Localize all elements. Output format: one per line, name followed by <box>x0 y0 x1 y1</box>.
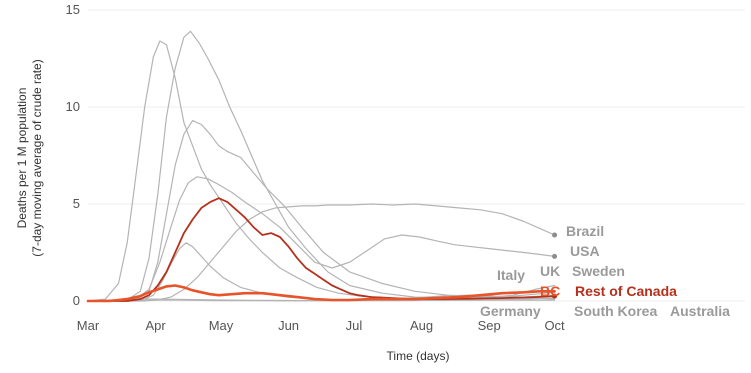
x-tick-label: Aug <box>410 318 433 333</box>
gridlines <box>88 9 745 302</box>
series-line-germany <box>87 242 556 302</box>
end-label-bc: BC <box>540 283 560 299</box>
series-line-usa <box>87 176 556 302</box>
series-line-sweden <box>87 119 556 302</box>
x-axis-ticks: Mar Apr May Jun Jul Aug Sep Oct <box>77 318 565 333</box>
end-point-brazil <box>552 232 558 238</box>
end-label-italy: Italy <box>497 267 525 283</box>
end-point-rest-of-canada <box>552 293 558 299</box>
y-axis-title-line-2: (7-day moving average of crude rate) <box>30 59 44 256</box>
x-tick-label: Jul <box>346 318 363 333</box>
y-tick-label: 10 <box>66 99 80 114</box>
end-point-usa <box>552 253 558 259</box>
end-label-usa: USA <box>570 243 600 259</box>
x-tick-label: Sep <box>478 318 501 333</box>
y-tick-label: 15 <box>66 2 80 17</box>
y-axis-ticks: 0 5 10 15 <box>66 2 80 308</box>
y-tick-label: 5 <box>73 196 80 211</box>
y-axis-title-line-1: Deaths per 1 M population <box>15 88 29 229</box>
end-label-uk: UK <box>540 263 560 279</box>
x-tick-label: Oct <box>544 318 565 333</box>
series-end-labels: Brazil USA Italy UK Sweden BC Rest of Canada Ge… <box>480 223 730 319</box>
x-tick-label: Apr <box>145 318 166 333</box>
y-axis-title-group: Deaths per 1 M population (7-day moving … <box>15 59 44 256</box>
end-label-sweden: Sweden <box>572 263 625 279</box>
x-axis-title: Time (days) <box>387 349 450 363</box>
series-line-brazil <box>87 203 556 302</box>
end-label-rest-of-canada: Rest of Canada <box>575 283 677 299</box>
end-label-germany: Germany <box>480 303 541 319</box>
end-label-australia: Australia <box>670 303 730 319</box>
x-tick-label: Jun <box>278 318 299 333</box>
series-lines <box>86 30 558 303</box>
end-label-brazil: Brazil <box>566 223 604 239</box>
x-tick-label: Mar <box>77 318 100 333</box>
y-tick-label: 0 <box>73 293 80 308</box>
x-tick-label: May <box>209 318 234 333</box>
end-label-south-korea: South Korea <box>574 303 657 319</box>
series-line-bc <box>86 284 556 303</box>
